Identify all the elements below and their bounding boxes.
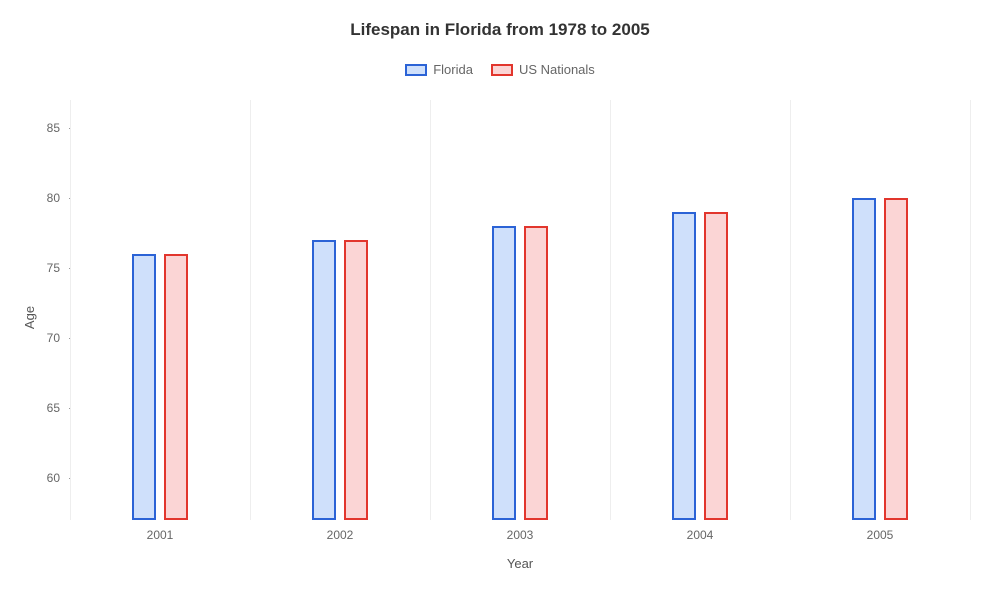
bar (672, 212, 696, 520)
legend-swatch-florida (405, 64, 427, 76)
gridline-vertical (610, 100, 611, 520)
x-tick-label: 2001 (147, 520, 174, 542)
legend-label-usnationals: US Nationals (519, 62, 595, 77)
bar (524, 226, 548, 520)
bar (312, 240, 336, 520)
bar (344, 240, 368, 520)
gridline-vertical (250, 100, 251, 520)
chart-legend: Florida US Nationals (0, 62, 1000, 77)
legend-label-florida: Florida (433, 62, 473, 77)
x-tick-label: 2003 (507, 520, 534, 542)
chart-title: Lifespan in Florida from 1978 to 2005 (0, 20, 1000, 40)
y-tick-label: 75 (47, 261, 70, 275)
y-tick-label: 80 (47, 191, 70, 205)
y-tick-label: 70 (47, 331, 70, 345)
y-tick-label: 85 (47, 121, 70, 135)
plot-area: 60657075808520012002200320042005 (70, 100, 970, 520)
y-tick-label: 65 (47, 401, 70, 415)
x-tick-label: 2002 (327, 520, 354, 542)
bar (884, 198, 908, 520)
legend-item-florida: Florida (405, 62, 473, 77)
legend-swatch-usnationals (491, 64, 513, 76)
x-tick-label: 2005 (867, 520, 894, 542)
bar (852, 198, 876, 520)
bar (164, 254, 188, 520)
y-axis-label: Age (22, 306, 37, 329)
bar (492, 226, 516, 520)
bar (132, 254, 156, 520)
y-tick-label: 60 (47, 471, 70, 485)
lifespan-chart: Lifespan in Florida from 1978 to 2005 Fl… (0, 0, 1000, 600)
gridline-vertical (430, 100, 431, 520)
bar (704, 212, 728, 520)
x-tick-label: 2004 (687, 520, 714, 542)
gridline-vertical (970, 100, 971, 520)
x-axis-label: Year (70, 556, 970, 571)
gridline-vertical (790, 100, 791, 520)
legend-item-usnationals: US Nationals (491, 62, 595, 77)
gridline-vertical (70, 100, 71, 520)
